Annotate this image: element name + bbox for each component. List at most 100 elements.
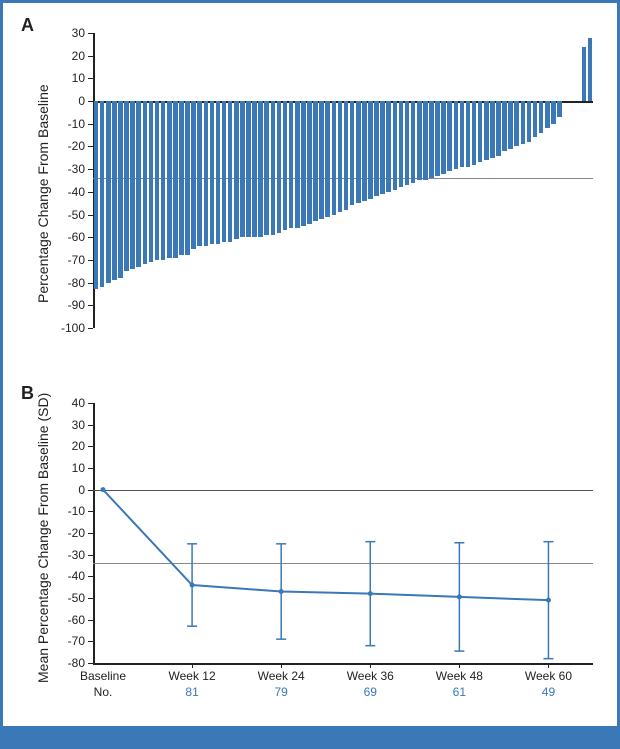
panel-a-bar (252, 101, 257, 237)
panel-a-ytick (88, 328, 93, 329)
panel-a-yticklabel: 0 (55, 94, 85, 108)
panel-b-label: B (21, 383, 34, 404)
panel-b-yticklabel: 40 (55, 396, 85, 410)
panel-a-bar (557, 101, 562, 117)
panel-b-n-value: 61 (419, 685, 499, 699)
panel-a-bar (216, 101, 221, 244)
panel-b-yticklabel: -30 (55, 548, 85, 562)
panel-a-yticklabel: -20 (55, 139, 85, 153)
panel-a-yticklabel: 20 (55, 49, 85, 63)
panel-a-bar (502, 101, 507, 151)
panel-a-label: A (21, 15, 34, 36)
panel-a-bar (460, 101, 465, 167)
panel-b-yticklabel: 0 (55, 483, 85, 497)
panel-a-bar (319, 101, 324, 219)
panel-a-yticklabel: -80 (55, 276, 85, 290)
panel-b-xticklabel: Week 48 (419, 669, 499, 683)
panel-a-bar (283, 101, 288, 230)
panel-a-bar (307, 101, 312, 224)
panel-a-yticklabel: -90 (55, 298, 85, 312)
panel-a-bar (344, 101, 349, 210)
panel-a-bar (472, 101, 477, 165)
panel-a-bar (222, 101, 227, 242)
panel-b-n-value: 81 (152, 685, 232, 699)
footer-band (3, 726, 617, 746)
panel-b-xticklabel: Week 36 (330, 669, 410, 683)
panel-b-yticklabel: -80 (55, 656, 85, 670)
panel-a-bar (155, 101, 160, 260)
panel-a-bar (204, 101, 209, 246)
panel-a-bar (143, 101, 148, 264)
panel-a-bar (246, 101, 251, 237)
panel-a-bar (313, 101, 318, 221)
panel-a-ytick (88, 56, 93, 57)
panel-a-bar (393, 101, 398, 190)
panel-a-bar (508, 101, 513, 149)
panel-a-bar (191, 101, 196, 249)
panel-a-bar (167, 101, 172, 258)
panel-a-bar (179, 101, 184, 255)
panel-b-ylabel: Mean Percentage Change From Baseline (SD… (35, 393, 51, 683)
panel-a-bar (228, 101, 233, 242)
panel-b-yticklabel: -40 (55, 569, 85, 583)
panel-a-bar (100, 101, 105, 287)
panel-b-yticklabel: 30 (55, 418, 85, 432)
panel-a-bar (301, 101, 306, 226)
panel-a-bar (173, 101, 178, 258)
panel-a-bar (521, 101, 526, 144)
panel-a-ytick (88, 124, 93, 125)
panel-a-bar (161, 101, 166, 260)
panel-a-bar (118, 101, 123, 278)
panel-b-yticklabel: -20 (55, 526, 85, 540)
panel-a-bar (380, 101, 385, 194)
panel-a-bar (447, 101, 452, 171)
panel-a-bar (185, 101, 190, 255)
panel-a-bar (441, 101, 446, 174)
panel-a-bar (94, 101, 99, 289)
panel-a-bar (454, 101, 459, 169)
panel-a-bar (399, 101, 404, 187)
panel-a-ytick (88, 215, 93, 216)
panel-a-bar (374, 101, 379, 196)
panel-a-bar (429, 101, 434, 178)
panel-a-bar (338, 101, 343, 212)
panel-a-bar (539, 101, 544, 133)
panel-b-xticklabel: Week 12 (152, 669, 232, 683)
panel-a-bar (484, 101, 489, 160)
panel-a-ytick (88, 305, 93, 306)
panel-a-yticklabel: -30 (55, 162, 85, 176)
panel-a-chart: -100-90-80-70-60-50-40-30-20-100102030 (93, 33, 593, 328)
panel-a-yticklabel: 30 (55, 26, 85, 40)
panel-a-bar (258, 101, 263, 237)
panel-a-bar (582, 47, 587, 101)
panel-a-bar (478, 101, 483, 162)
panel-a-yticklabel: -40 (55, 185, 85, 199)
panel-a-bar (130, 101, 135, 269)
panel-b-xticklabel: Week 60 (508, 669, 588, 683)
panel-a-bar (405, 101, 410, 185)
panel-a-ytick (88, 260, 93, 261)
panel-b-yticklabel: -10 (55, 504, 85, 518)
panel-a-bar (325, 101, 330, 217)
panel-a-yticklabel: -60 (55, 230, 85, 244)
panel-a-bar (289, 101, 294, 228)
panel-a-yticklabel: -70 (55, 253, 85, 267)
panel-b-chart: -80-70-60-50-40-30-20-10010203040Baselin… (93, 403, 593, 663)
panel-a-ylabel: Percentage Change From Baseline (35, 84, 51, 303)
panel-b-xticklabel: Baseline (63, 669, 143, 683)
panel-a-ytick (88, 78, 93, 79)
panel-b-yticklabel: -70 (55, 634, 85, 648)
panel-b-yticklabel: -60 (55, 613, 85, 627)
panel-a-yticklabel: 10 (55, 71, 85, 85)
figure-frame: A Percentage Change From Baseline -100-9… (0, 0, 620, 749)
panel-a-bar (588, 38, 593, 102)
panel-a-ytick (88, 237, 93, 238)
panel-b-xticklabel: Week 24 (241, 669, 321, 683)
panel-b-n-value: 69 (330, 685, 410, 699)
panel-a-bar (124, 101, 129, 271)
panel-a-bar (496, 101, 501, 155)
panel-a-bar (490, 101, 495, 158)
panel-a-bar (435, 101, 440, 176)
panel-a-bar (350, 101, 355, 205)
panel-b-svg (93, 403, 593, 665)
